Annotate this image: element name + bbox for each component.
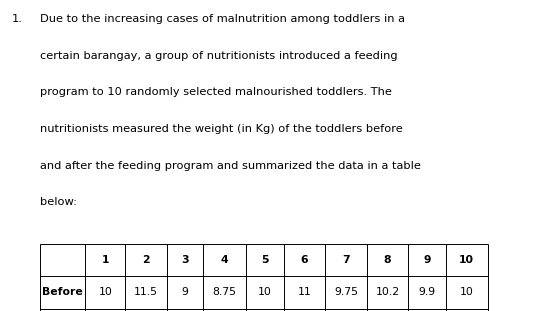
Text: 1.: 1. bbox=[12, 14, 23, 24]
Text: 10.2: 10.2 bbox=[376, 287, 399, 298]
Text: 3: 3 bbox=[181, 255, 188, 265]
Text: nutritionists measured the weight (in Kg) of the toddlers before: nutritionists measured the weight (in Kg… bbox=[40, 124, 403, 134]
Text: 11.5: 11.5 bbox=[134, 287, 158, 298]
Text: Due to the increasing cases of malnutrition among toddlers in a: Due to the increasing cases of malnutrit… bbox=[40, 14, 405, 24]
Text: 8: 8 bbox=[384, 255, 391, 265]
Text: certain barangay, a group of nutritionists introduced a feeding: certain barangay, a group of nutritionis… bbox=[40, 51, 398, 61]
Text: 7: 7 bbox=[342, 255, 350, 265]
Text: Before: Before bbox=[42, 287, 83, 298]
Text: 9.75: 9.75 bbox=[334, 287, 358, 298]
Text: 4: 4 bbox=[220, 255, 228, 265]
Text: program to 10 randomly selected malnourished toddlers. The: program to 10 randomly selected malnouri… bbox=[40, 87, 392, 97]
Text: 10: 10 bbox=[460, 287, 474, 298]
Text: 5: 5 bbox=[261, 255, 269, 265]
Text: below:: below: bbox=[40, 197, 77, 207]
Text: 1: 1 bbox=[101, 255, 109, 265]
Text: 2: 2 bbox=[142, 255, 150, 265]
Text: 9: 9 bbox=[181, 287, 188, 298]
Text: 11: 11 bbox=[297, 287, 311, 298]
Text: 9: 9 bbox=[423, 255, 431, 265]
Text: 8.75: 8.75 bbox=[212, 287, 237, 298]
Text: 9.9: 9.9 bbox=[419, 287, 435, 298]
Text: 10: 10 bbox=[258, 287, 272, 298]
Text: 6: 6 bbox=[301, 255, 308, 265]
Text: 10: 10 bbox=[459, 255, 474, 265]
Text: and after the feeding program and summarized the data in a table: and after the feeding program and summar… bbox=[40, 161, 421, 171]
Text: 10: 10 bbox=[98, 287, 112, 298]
